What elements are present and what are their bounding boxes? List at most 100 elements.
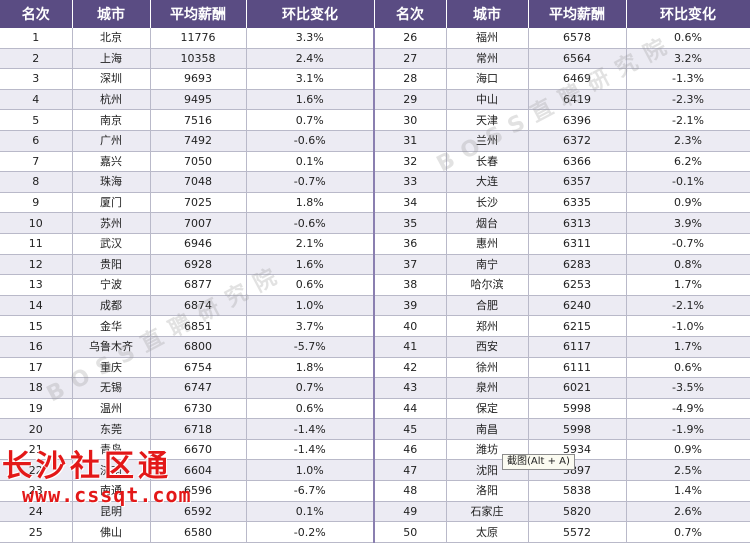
city-cell: 厦门 [72, 192, 151, 214]
table-row: 2 上海 10358 2.4% 27 常州 6564 3.2% [0, 48, 750, 70]
rank-cell-right: 39 [374, 295, 447, 317]
avg-salary-cell: 7025 [150, 192, 247, 214]
mom-change-cell-right: -4.9% [626, 398, 750, 420]
city-cell-right: 中山 [446, 89, 529, 111]
city-cell: 嘉兴 [72, 151, 151, 173]
mom-change-cell-right: 2.3% [626, 130, 750, 152]
city-cell-right: 兰州 [446, 130, 529, 152]
city-cell-right: 郑州 [446, 315, 529, 337]
avg-salary-cell-right: 5998 [528, 398, 627, 420]
city-cell: 广州 [72, 130, 151, 152]
avg-salary-cell-right: 6564 [528, 48, 627, 70]
rank-cell-right: 31 [374, 130, 447, 152]
mom-change-cell-right: 0.9% [626, 192, 750, 214]
mom-change-cell: 1.6% [246, 254, 375, 276]
table-row: 1 北京 11776 3.3% 26 福州 6578 0.6% [0, 28, 750, 49]
avg-salary-cell-right: 5838 [528, 480, 627, 502]
rank-cell: 10 [0, 212, 73, 234]
table-row: 21 青岛 6670 -1.4% 46 潍坊 5934 0.9% [0, 439, 750, 461]
avg-salary-cell: 6670 [150, 439, 247, 461]
mom-change-cell-right: 6.2% [626, 151, 750, 173]
rank-cell-right: 37 [374, 254, 447, 276]
mom-change-cell: 1.8% [246, 192, 375, 214]
table-row: 7 嘉兴 7050 0.1% 32 长春 6366 6.2% [0, 151, 750, 173]
mom-change-cell-right: 0.6% [626, 28, 750, 49]
mom-change-cell-right: -1.9% [626, 418, 750, 440]
avg-salary-cell: 7007 [150, 212, 247, 234]
rank-cell-right: 49 [374, 501, 447, 523]
city-cell: 南通 [72, 480, 151, 502]
avg-salary-cell-right: 6419 [528, 89, 627, 111]
city-cell: 乌鲁木齐 [72, 336, 151, 358]
header-rank: 名次 [0, 0, 73, 28]
table-row: 8 珠海 7048 -0.7% 33 大连 6357 -0.1% [0, 171, 750, 193]
mom-change-cell-right: 3.9% [626, 212, 750, 234]
table-row: 14 成都 6874 1.0% 39 合肥 6240 -2.1% [0, 295, 750, 317]
city-cell: 南京 [72, 109, 151, 131]
avg-salary-cell-right: 6578 [528, 28, 627, 49]
table-row: 4 杭州 9495 1.6% 29 中山 6419 -2.3% [0, 89, 750, 111]
rank-cell: 18 [0, 377, 73, 399]
avg-salary-cell: 6604 [150, 459, 247, 482]
city-cell: 苏州 [72, 212, 151, 234]
city-cell: 东莞 [72, 418, 151, 440]
city-cell-right: 石家庄 [446, 501, 529, 523]
avg-salary-cell: 7516 [150, 109, 247, 131]
mom-change-cell-right: -2.1% [626, 295, 750, 317]
mom-change-cell-right: 0.7% [626, 521, 750, 543]
city-cell: 佛山 [72, 521, 151, 543]
table-row: 22 济南 6604 1.0% 47 沈阳 5897 2.5% [0, 459, 750, 482]
rank-cell: 3 [0, 68, 73, 90]
city-cell-right: 徐州 [446, 357, 529, 379]
rank-cell: 1 [0, 28, 73, 49]
mom-change-cell-right: -2.3% [626, 89, 750, 111]
mom-change-cell-right: -2.1% [626, 109, 750, 131]
mom-change-cell-right: 0.8% [626, 254, 750, 276]
rank-cell: 9 [0, 192, 73, 214]
avg-salary-cell: 6928 [150, 254, 247, 276]
city-cell: 宁波 [72, 274, 151, 296]
rank-cell-right: 29 [374, 89, 447, 111]
rank-cell-right: 47 [374, 459, 447, 482]
avg-salary-cell: 6877 [150, 274, 247, 296]
table-row: 13 宁波 6877 0.6% 38 哈尔滨 6253 1.7% [0, 274, 750, 296]
avg-salary-cell-right: 5998 [528, 418, 627, 440]
mom-change-cell-right: 3.2% [626, 48, 750, 70]
city-cell-right: 泉州 [446, 377, 529, 399]
mom-change-cell: 3.1% [246, 68, 375, 90]
avg-salary-cell-right: 6117 [528, 336, 627, 358]
mom-change-cell: -0.6% [246, 212, 375, 234]
city-cell-right: 保定 [446, 398, 529, 420]
table-row: 6 广州 7492 -0.6% 31 兰州 6372 2.3% [0, 130, 750, 152]
mom-change-cell-right: -0.7% [626, 233, 750, 255]
rank-cell: 20 [0, 418, 73, 440]
city-cell-right: 海口 [446, 68, 529, 90]
city-cell-right: 惠州 [446, 233, 529, 255]
rank-cell-right: 46 [374, 439, 447, 461]
mom-change-cell: 0.1% [246, 151, 375, 173]
rank-cell: 16 [0, 336, 73, 358]
avg-salary-cell: 6851 [150, 315, 247, 337]
city-cell: 昆明 [72, 501, 151, 523]
rank-cell-right: 42 [374, 357, 447, 379]
avg-salary-cell: 6874 [150, 295, 247, 317]
table-row: 11 武汉 6946 2.1% 36 惠州 6311 -0.7% [0, 233, 750, 255]
avg-salary-cell: 6946 [150, 233, 247, 255]
mom-change-cell: 0.7% [246, 109, 375, 131]
avg-salary-cell-right: 6396 [528, 109, 627, 131]
avg-salary-cell-right: 6253 [528, 274, 627, 296]
city-cell-right: 太原 [446, 521, 529, 543]
city-cell: 北京 [72, 28, 151, 49]
city-cell: 珠海 [72, 171, 151, 193]
avg-salary-cell: 6596 [150, 480, 247, 502]
table-row: 20 东莞 6718 -1.4% 45 南昌 5998 -1.9% [0, 418, 750, 440]
avg-salary-cell: 7492 [150, 130, 247, 152]
city-cell: 青岛 [72, 439, 151, 461]
rank-cell-right: 28 [374, 68, 447, 90]
table-row: 16 乌鲁木齐 6800 -5.7% 41 西安 6117 1.7% [0, 336, 750, 358]
table-row: 19 温州 6730 0.6% 44 保定 5998 -4.9% [0, 398, 750, 420]
rank-cell-right: 41 [374, 336, 447, 358]
header-avg-salary-right: 平均薪酬 [528, 0, 627, 28]
header-mom-change: 环比变化 [246, 0, 375, 28]
mom-change-cell: 1.6% [246, 89, 375, 111]
